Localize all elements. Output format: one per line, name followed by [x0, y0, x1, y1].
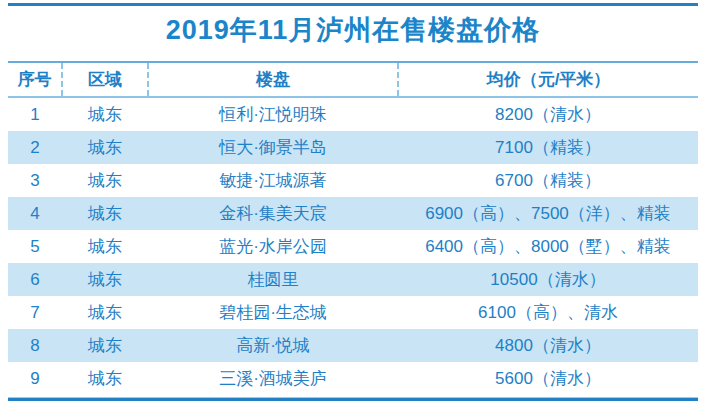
cell-index: 4 [8, 197, 62, 230]
cell-index: 5 [8, 230, 62, 263]
cell-avg-price: 6700（精装） [398, 164, 698, 197]
cell-district: 城东 [62, 296, 148, 329]
column-header-property: 楼盘 [148, 62, 398, 97]
table-row: 1城东恒利·江悦明珠8200（清水） [8, 97, 698, 131]
column-header-index: 序号 [8, 62, 62, 97]
cell-district: 城东 [62, 263, 148, 296]
cell-index: 3 [8, 164, 62, 197]
cell-avg-price: 6100（高）、清水 [398, 296, 698, 329]
cell-avg-price: 10500（清水） [398, 263, 698, 296]
table-header-row: 序号 区域 楼盘 均价（元/平米） [8, 62, 698, 97]
cell-property: 高新·悦城 [148, 329, 398, 362]
column-header-district: 区域 [62, 62, 148, 97]
table-row: 5城东蓝光·水岸公园6400（高）、8000（墅）、精装 [8, 230, 698, 263]
table-row: 7城东碧桂园·生态城6100（高）、清水 [8, 296, 698, 329]
cell-district: 城东 [62, 97, 148, 131]
table-row: 8城东高新·悦城4800（清水） [8, 329, 698, 362]
cell-property: 三溪·酒城美庐 [148, 362, 398, 395]
table-header: 序号 区域 楼盘 均价（元/平米） [8, 62, 698, 97]
cell-avg-price: 4800（清水） [398, 329, 698, 362]
cell-avg-price: 6400（高）、8000（墅）、精装 [398, 230, 698, 263]
cell-index: 2 [8, 131, 62, 164]
cell-district: 城东 [62, 329, 148, 362]
cell-avg-price: 6900（高）、7500（洋）、精装 [398, 197, 698, 230]
cell-property: 桂圆里 [148, 263, 398, 296]
cell-avg-price: 8200（清水） [398, 97, 698, 131]
cell-property: 敏捷·江城源著 [148, 164, 398, 197]
cell-avg-price: 7100（精装） [398, 131, 698, 164]
bottom-divider [8, 397, 698, 401]
cell-district: 城东 [62, 362, 148, 395]
table-body: 1城东恒利·江悦明珠8200（清水）2城东恒大·御景半岛7100（精装）3城东敏… [8, 97, 698, 395]
cell-property: 恒利·江悦明珠 [148, 97, 398, 131]
cell-avg-price: 5600（清水） [398, 362, 698, 395]
table-row: 6城东桂圆里10500（清水） [8, 263, 698, 296]
price-table: 序号 区域 楼盘 均价（元/平米） 1城东恒利·江悦明珠8200（清水）2城东恒… [8, 61, 698, 395]
column-header-avg-price: 均价（元/平米） [398, 62, 698, 97]
cell-property: 蓝光·水岸公园 [148, 230, 398, 263]
cell-property: 金科·集美天宸 [148, 197, 398, 230]
top-divider [8, 3, 698, 6]
cell-property: 恒大·御景半岛 [148, 131, 398, 164]
cell-district: 城东 [62, 131, 148, 164]
table-row: 3城东敏捷·江城源著6700（精装） [8, 164, 698, 197]
cell-district: 城东 [62, 230, 148, 263]
cell-index: 9 [8, 362, 62, 395]
cell-index: 6 [8, 263, 62, 296]
page-title: 2019年11月泸州在售楼盘价格 [0, 12, 706, 48]
cell-index: 1 [8, 97, 62, 131]
table-row: 2城东恒大·御景半岛7100（精装） [8, 131, 698, 164]
page: 2019年11月泸州在售楼盘价格 序号 区域 楼盘 均价（元/平米） 1城东恒利… [0, 0, 706, 407]
cell-index: 8 [8, 329, 62, 362]
cell-index: 7 [8, 296, 62, 329]
cell-property: 碧桂园·生态城 [148, 296, 398, 329]
cell-district: 城东 [62, 164, 148, 197]
table-row: 9城东三溪·酒城美庐5600（清水） [8, 362, 698, 395]
table-row: 4城东金科·集美天宸6900（高）、7500（洋）、精装 [8, 197, 698, 230]
cell-district: 城东 [62, 197, 148, 230]
